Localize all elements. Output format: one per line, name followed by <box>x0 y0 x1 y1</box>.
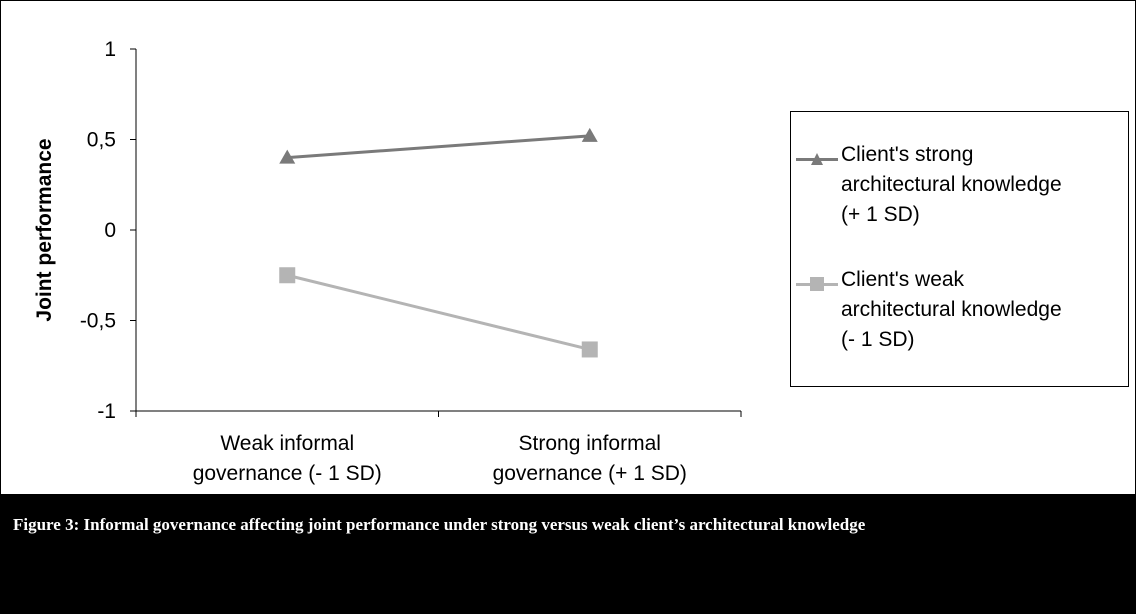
y-tick-label: 0 <box>104 219 116 242</box>
legend-label-strong: Client's strong architectural knowledge … <box>841 140 1126 230</box>
data-point-triangle <box>581 127 598 142</box>
legend-label-line: Client's weak <box>841 268 965 291</box>
chart-plot: 1 0,5 0 -0,5 -1 Weak informal governance (- 1 … <box>33 38 742 485</box>
series-line <box>287 134 590 160</box>
chart-legend: Client's strong architectural knowledge … <box>790 111 1129 387</box>
data-point-square <box>581 341 598 358</box>
data-point-triangle <box>279 149 296 164</box>
legend-label-line: (- 1 SD) <box>841 328 915 351</box>
legend-square-marker-icon <box>810 277 824 291</box>
data-point-square <box>279 267 296 284</box>
x-tick-label-line: Strong informal <box>519 432 661 455</box>
x-tick-label-line: governance (- 1 SD) <box>193 462 382 485</box>
legend-label-line: (+ 1 SD) <box>841 203 920 226</box>
y-tick-label: 0,5 <box>87 129 116 152</box>
x-tick-label-line: Weak informal <box>220 432 354 455</box>
legend-label-line: Client's strong <box>841 143 974 166</box>
series-line <box>286 273 591 351</box>
legend-label-line: architectural knowledge <box>841 173 1062 196</box>
legend-label-weak: Client's weak architectural knowledge (-… <box>841 265 1126 355</box>
legend-label-line: architectural knowledge <box>841 298 1062 321</box>
y-axis-title: Joint performance <box>33 138 56 321</box>
y-tick-label: -0,5 <box>80 310 116 333</box>
y-tick-label: 1 <box>104 38 116 61</box>
y-tick-label: -1 <box>97 400 116 423</box>
chart-area: 1 0,5 0 -0,5 -1 Weak informal governance (- 1 … <box>0 0 1136 495</box>
legend-triangle-marker-icon <box>811 153 823 165</box>
x-tick-label-line: governance (+ 1 SD) <box>493 462 687 485</box>
x-tick-label: Strong informal governance (+ 1 SD) <box>493 432 687 485</box>
figure-caption-bar: Figure 3: Informal governance affecting … <box>0 495 1136 614</box>
figure-caption: Figure 3: Informal governance affecting … <box>13 515 866 534</box>
x-tick-label: Weak informal governance (- 1 SD) <box>193 432 382 485</box>
